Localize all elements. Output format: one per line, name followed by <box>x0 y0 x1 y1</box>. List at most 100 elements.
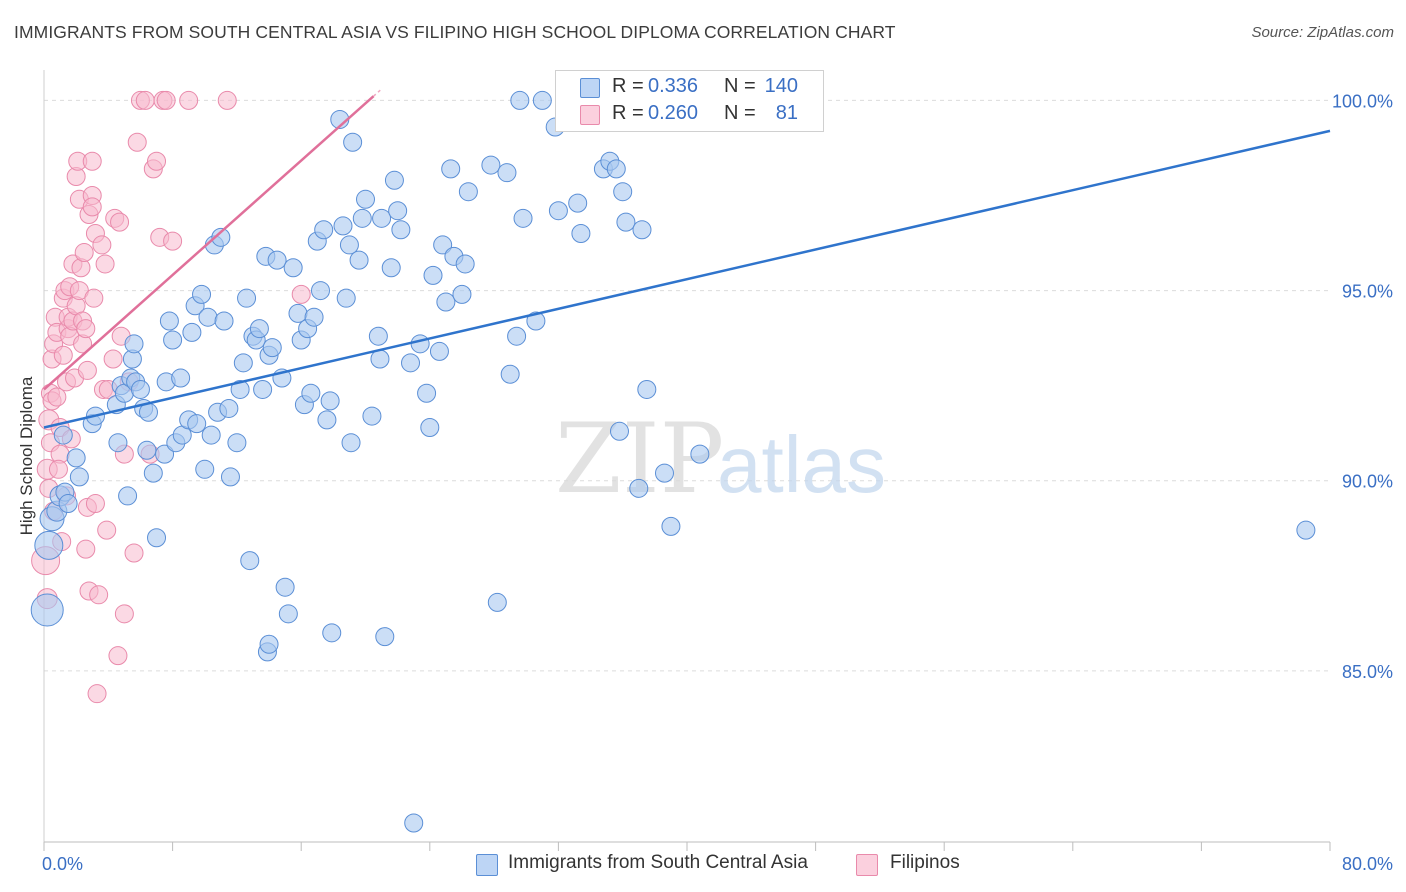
immigrants-point <box>304 307 324 327</box>
immigrants-point <box>336 288 356 308</box>
filipinos-point <box>95 254 115 274</box>
watermark-atlas: atlas <box>717 420 886 509</box>
immigrants-point <box>187 414 207 434</box>
immigrants-point <box>195 459 215 479</box>
immigrants-point <box>201 425 221 445</box>
filipinos-point <box>97 520 117 540</box>
immigrants-point <box>362 406 382 426</box>
immigrants-point <box>384 170 404 190</box>
legend-n-label: N = <box>724 102 756 124</box>
filipinos-point <box>114 604 134 624</box>
bottom-legend-swatch-pink <box>856 854 878 876</box>
source-label: Source: ZipAtlas.com <box>1251 24 1394 41</box>
immigrants-point <box>278 604 298 624</box>
immigrants-point <box>526 311 546 331</box>
filipinos-point <box>156 90 176 110</box>
immigrants-point <box>436 292 456 312</box>
axis-labels: 100.0% 95.0% 90.0% 85.0% 0.0% 80.0% High Schoo… <box>17 91 1393 874</box>
immigrants-point <box>34 530 64 560</box>
immigrants-point <box>513 208 533 228</box>
filipinos-point <box>76 319 96 339</box>
filipinos-point <box>108 646 128 666</box>
immigrants-point <box>143 463 163 483</box>
immigrants-point <box>259 634 279 654</box>
immigrants-point <box>455 254 475 274</box>
immigrants-point <box>497 163 517 183</box>
filipinos-point <box>217 90 237 110</box>
filipinos-point <box>84 288 104 308</box>
bottom-legend-label: Immigrants from South Central Asia <box>508 852 808 873</box>
immigrants-point <box>53 425 73 445</box>
filipinos-trend-line-extension <box>373 88 383 97</box>
immigrants-point <box>163 330 183 350</box>
filipinos-point <box>76 539 96 559</box>
filipinos-point <box>147 151 167 171</box>
filipinos-point <box>74 243 94 263</box>
immigrants-point <box>249 319 269 339</box>
immigrants-point <box>401 353 421 373</box>
legend-n-value: 81 <box>775 102 798 124</box>
legend-n-value: 140 <box>764 75 798 97</box>
filipinos-point <box>87 684 107 704</box>
immigrants-point <box>571 224 591 244</box>
immigrants-point <box>458 182 478 202</box>
immigrants-point <box>137 440 157 460</box>
filipinos-point <box>135 90 155 110</box>
x-tick-label-max: 80.0% <box>1342 854 1393 874</box>
immigrants-point <box>220 467 240 487</box>
immigrants-point <box>339 235 359 255</box>
legend-r-value: 0.260 <box>648 102 699 124</box>
filipinos-point <box>110 212 130 232</box>
filipinos-point <box>82 151 102 171</box>
immigrants-point <box>230 379 250 399</box>
immigrants-point <box>420 417 440 437</box>
immigrants-point <box>391 220 411 240</box>
filipinos-trend-line <box>43 95 375 391</box>
immigrants-point <box>314 220 334 240</box>
immigrants-trend-line <box>43 129 1331 429</box>
immigrants-point <box>568 193 588 213</box>
immigrants-point <box>301 383 321 403</box>
immigrants-point <box>192 284 212 304</box>
immigrants-point <box>356 189 375 209</box>
immigrants-point <box>404 813 424 833</box>
filipinos-point <box>103 349 123 369</box>
immigrants-point <box>532 90 552 110</box>
legend-r-label: R = <box>612 102 644 124</box>
y-axis-label: High School Diploma <box>17 376 36 535</box>
filipinos-point <box>48 459 68 479</box>
y-tick-label: 85.0% <box>1342 662 1393 682</box>
legend-r-label: R = <box>612 75 644 97</box>
immigrants-point <box>349 250 369 270</box>
legend-row-filipinos: R = 0.260 N = 81 <box>556 101 823 127</box>
immigrants-point <box>372 208 392 228</box>
legend-n-label: N = <box>724 75 756 97</box>
y-tick-label: 90.0% <box>1342 472 1393 492</box>
immigrants-point <box>240 551 260 571</box>
filipinos-point <box>89 585 109 605</box>
immigrants-point <box>211 227 231 247</box>
immigrants-point <box>433 235 453 255</box>
immigrants-point <box>654 463 674 483</box>
immigrants-point <box>609 421 629 441</box>
filipinos-point <box>47 387 67 407</box>
immigrants-point <box>317 410 337 430</box>
immigrants-point <box>690 444 710 464</box>
trend-lines <box>43 88 1331 429</box>
legend-r-value: 0.336 <box>648 75 699 97</box>
filipinos-point <box>53 345 73 365</box>
immigrants-point <box>343 132 363 152</box>
immigrants-point <box>233 353 253 373</box>
immigrants-point <box>410 334 430 354</box>
legend-row-immigrants: R = 0.336 N = 140 <box>556 74 823 100</box>
immigrants-point <box>613 182 633 202</box>
immigrants-point <box>267 250 287 270</box>
immigrants-point <box>322 623 342 643</box>
filipinos-point <box>291 284 311 304</box>
y-tick-label: 95.0% <box>1342 282 1393 302</box>
immigrants-point <box>616 212 636 232</box>
immigrants-point <box>375 627 395 647</box>
immigrants-point <box>66 448 86 468</box>
immigrants-point <box>441 159 461 179</box>
immigrants-point <box>548 201 568 221</box>
